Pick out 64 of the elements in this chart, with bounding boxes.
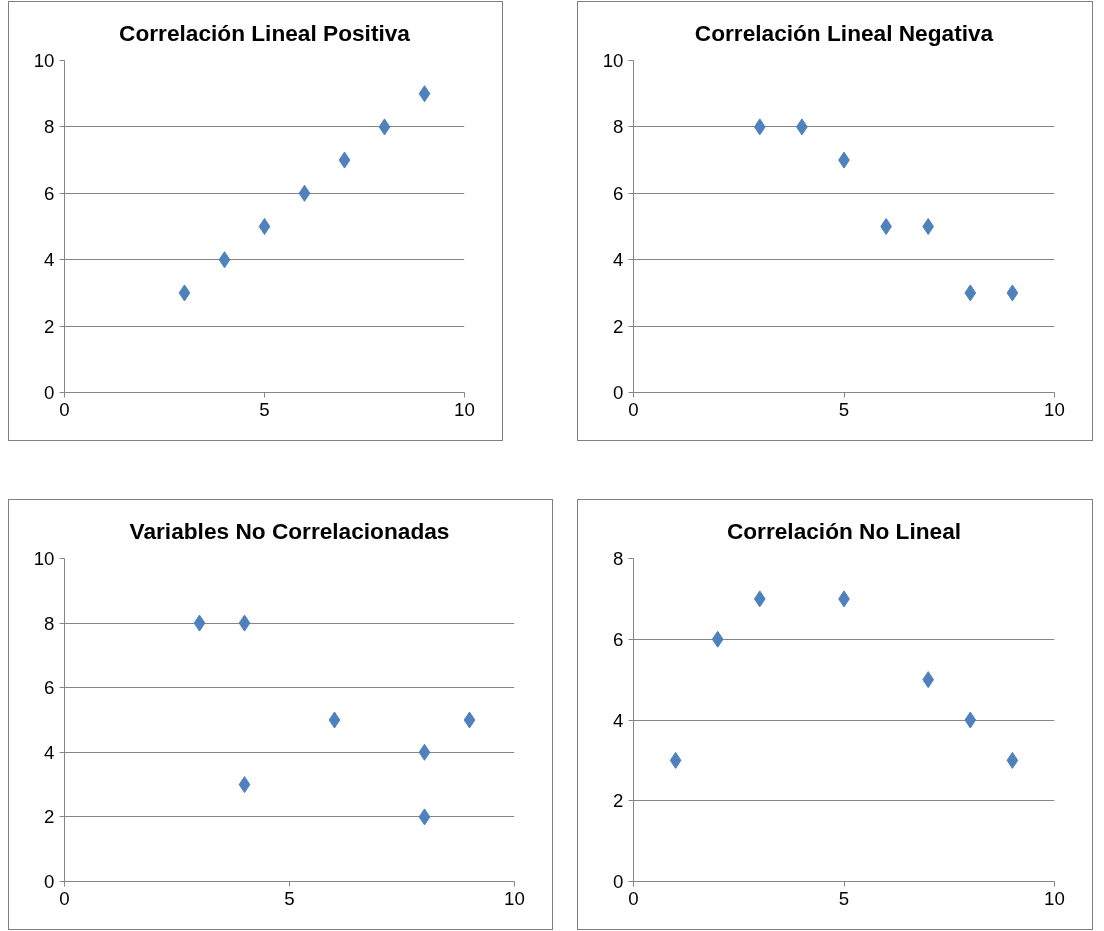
y-tick-label: 6 bbox=[613, 628, 624, 650]
y-tick-label: 4 bbox=[613, 709, 624, 731]
y-tick-label: 6 bbox=[44, 677, 55, 699]
x-tick-label: 0 bbox=[628, 887, 639, 909]
point bbox=[753, 590, 766, 608]
y-tick-label: 6 bbox=[44, 182, 55, 204]
point bbox=[1006, 751, 1019, 769]
y-tick-label: 2 bbox=[613, 315, 624, 337]
y-tick-label: 2 bbox=[613, 790, 624, 812]
x-tick-label: 10 bbox=[1044, 398, 1065, 420]
point bbox=[218, 251, 231, 269]
chart-title: Correlación Lineal Positiva bbox=[119, 19, 411, 46]
point bbox=[1006, 284, 1019, 302]
point bbox=[463, 711, 476, 729]
point bbox=[880, 218, 892, 235]
y-tick-label: 8 bbox=[613, 116, 624, 138]
y-tick-label: 4 bbox=[44, 249, 55, 271]
y-tick-label: 2 bbox=[44, 806, 55, 828]
point bbox=[298, 184, 311, 202]
point bbox=[178, 284, 191, 302]
y-tick-label: 4 bbox=[613, 249, 624, 271]
x-tick-label: 5 bbox=[838, 398, 850, 420]
y-tick-label: 10 bbox=[602, 50, 624, 71]
point bbox=[964, 284, 977, 302]
chart-title: Variables No Correlacionadas bbox=[129, 517, 450, 544]
x-tick-label: 0 bbox=[59, 887, 70, 909]
point bbox=[753, 118, 766, 136]
point bbox=[238, 776, 251, 794]
chart-title: Correlación Lineal Negativa bbox=[694, 19, 994, 46]
x-tick-label: 0 bbox=[59, 398, 70, 420]
x-tick-label: 5 bbox=[284, 887, 295, 909]
point bbox=[922, 671, 935, 689]
y-tick-label: 0 bbox=[44, 382, 55, 403]
point bbox=[964, 711, 977, 729]
y-tick-label: 2 bbox=[44, 315, 55, 337]
y-tick-label: 6 bbox=[613, 182, 624, 204]
y-tick-label: 8 bbox=[44, 116, 55, 138]
x-tick-label: 10 bbox=[1044, 887, 1065, 909]
point bbox=[328, 711, 341, 729]
point bbox=[238, 614, 251, 632]
point bbox=[922, 218, 935, 235]
x-tick-label: 5 bbox=[838, 887, 850, 909]
y-tick-label: 0 bbox=[613, 382, 624, 403]
x-tick-label: 10 bbox=[504, 887, 525, 909]
point bbox=[418, 808, 431, 826]
point bbox=[669, 751, 682, 769]
chart-title: Correlación No Lineal bbox=[726, 517, 962, 544]
point bbox=[193, 614, 206, 632]
y-tick-label: 4 bbox=[44, 741, 55, 763]
point bbox=[418, 743, 431, 761]
x-tick-label: 0 bbox=[628, 398, 639, 420]
y-tick-label: 0 bbox=[613, 871, 624, 892]
point bbox=[711, 630, 724, 648]
y-tick-label: 0 bbox=[44, 871, 55, 892]
y-tick-label: 8 bbox=[613, 548, 624, 569]
point bbox=[258, 218, 271, 235]
point bbox=[378, 118, 391, 136]
point bbox=[338, 151, 351, 169]
y-tick-label: 8 bbox=[44, 612, 55, 634]
point bbox=[418, 85, 431, 103]
y-tick-label: 10 bbox=[33, 50, 55, 71]
x-tick-label: 5 bbox=[259, 398, 270, 420]
y-tick-label: 10 bbox=[33, 548, 55, 569]
x-tick-label: 10 bbox=[454, 398, 475, 420]
